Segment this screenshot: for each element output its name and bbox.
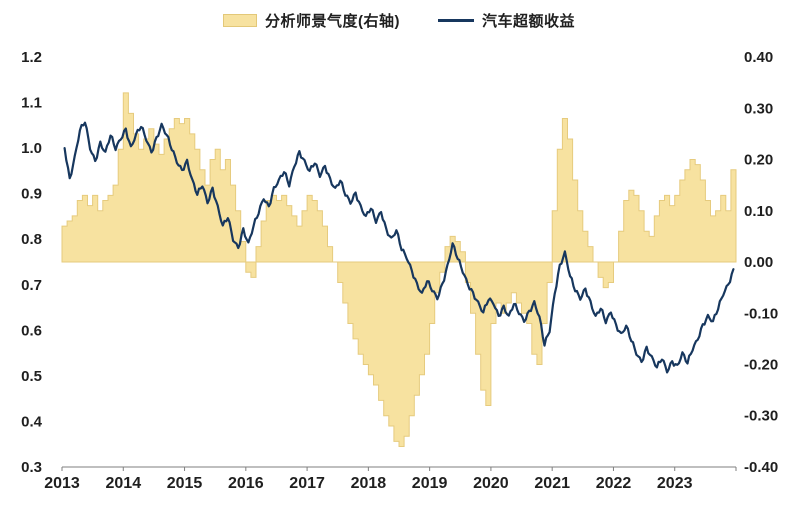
legend: 分析师景气度(右轴) 汽车超额收益 bbox=[0, 10, 798, 31]
left-axis-label: 0.7 bbox=[21, 277, 42, 294]
legend-item-excess-return: 汽车超额收益 bbox=[437, 10, 575, 31]
x-axis-label: 2015 bbox=[167, 475, 203, 492]
right-axis-label: -0.10 bbox=[744, 305, 778, 322]
left-axis-label: 0.5 bbox=[21, 368, 42, 385]
left-axis-label: 1.2 bbox=[21, 49, 42, 66]
right-axis-label: -0.40 bbox=[744, 459, 778, 476]
right-axis-label: -0.30 bbox=[744, 408, 778, 425]
left-axis-label: 0.9 bbox=[21, 186, 42, 203]
left-axis-label: 0.6 bbox=[21, 322, 42, 339]
left-axis-label: 1.1 bbox=[21, 95, 42, 112]
right-axis-label: 0.00 bbox=[744, 254, 773, 271]
x-axis-label: 2021 bbox=[534, 475, 570, 492]
x-axis-label: 2016 bbox=[228, 475, 264, 492]
x-axis-label: 2013 bbox=[44, 475, 80, 492]
left-axis-label: 0.4 bbox=[21, 413, 43, 430]
line-series bbox=[63, 121, 735, 374]
x-axis-label: 2019 bbox=[412, 475, 448, 492]
x-axis-label: 2014 bbox=[106, 475, 142, 492]
left-axis-label: 1.0 bbox=[21, 140, 42, 157]
area-series bbox=[61, 92, 737, 447]
x-axis-label: 2017 bbox=[289, 475, 325, 492]
x-axis-label: 2023 bbox=[657, 475, 693, 492]
right-axis-label: -0.20 bbox=[744, 357, 778, 374]
line-series-swatch-icon bbox=[437, 19, 474, 22]
right-axis-label: 0.10 bbox=[744, 203, 773, 220]
area-series-swatch-icon bbox=[222, 14, 257, 27]
right-axis-label: 0.20 bbox=[744, 152, 773, 169]
right-axis-label: 0.30 bbox=[744, 100, 773, 117]
legend-label-sentiment: 分析师景气度(右轴) bbox=[264, 13, 400, 30]
left-axis-label: 0.3 bbox=[21, 459, 42, 476]
x-axis-label: 2022 bbox=[596, 475, 632, 492]
right-axis-label: 0.40 bbox=[744, 49, 773, 66]
x-axis-label: 2020 bbox=[473, 475, 509, 492]
x-axis-label: 2018 bbox=[351, 475, 387, 492]
legend-item-sentiment: 分析师景气度(右轴) bbox=[222, 10, 400, 31]
left-axis-label: 0.8 bbox=[21, 231, 42, 248]
legend-label-excess-return: 汽车超额收益 bbox=[481, 13, 575, 30]
